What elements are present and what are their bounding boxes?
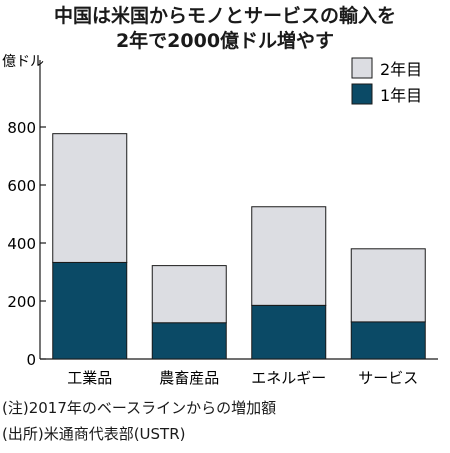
chart-title-line-2: 2年で2000億ドル増やす (115, 30, 335, 52)
chart-title-line-1: 中国は米国からモノとサービスの輸入を (53, 5, 396, 27)
bar-year1 (52, 261, 128, 360)
bar-year2 (251, 206, 327, 306)
legend-label: 1年目 (380, 86, 422, 105)
legend-swatch (351, 57, 373, 79)
x-tick-label: サービス (358, 369, 418, 387)
legend-label: 2年目 (380, 60, 422, 79)
bar-year1 (350, 321, 426, 360)
x-tick-label: エネルギー (251, 369, 326, 387)
bar-year1 (251, 304, 327, 360)
legend-swatch (351, 83, 373, 105)
x-tick-label: 工業品 (67, 369, 112, 387)
bar-year2 (350, 248, 426, 323)
y-tick-label: 600 (7, 177, 36, 195)
bar-year1 (151, 322, 227, 360)
y-tick-label: 0 (26, 351, 36, 369)
y-tick-label: 400 (7, 235, 36, 253)
footnote: (注)2017年のベースラインからの増加額 (2, 399, 277, 417)
source-note: (出所)米通商代表部(USTR) (2, 425, 186, 443)
bars (52, 133, 426, 360)
bar-year2 (52, 133, 128, 263)
y-tick-label: 800 (7, 119, 36, 137)
y-axis-unit-label: 億ドル (2, 54, 44, 70)
bar-year2 (151, 265, 227, 324)
x-tick-label: 農畜産品 (159, 369, 219, 387)
axes: 億ドル 0 200 400 600 800 工業品 農畜産品 エネルギー サービス (2, 54, 438, 387)
y-tick-label: 200 (7, 293, 36, 311)
